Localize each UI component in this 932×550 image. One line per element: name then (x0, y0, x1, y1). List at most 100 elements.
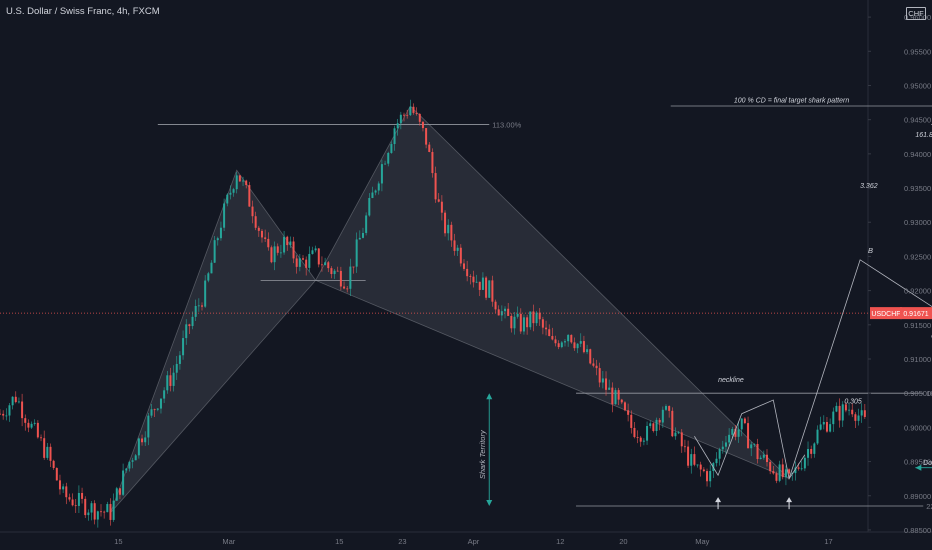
candle (538, 308, 541, 326)
candle (112, 493, 115, 522)
candle-body (201, 305, 204, 307)
candle-body (529, 311, 532, 328)
candle-body (399, 114, 402, 124)
candle (772, 466, 775, 475)
candle (118, 488, 121, 500)
candle (232, 187, 235, 197)
time-tick-label: Mar (222, 537, 235, 546)
candle (5, 408, 8, 421)
candle-body (320, 264, 323, 266)
candle (242, 176, 245, 186)
candle-body (788, 469, 791, 474)
candle-body (62, 486, 65, 490)
price-axis[interactable]: 0.88500 0.89000 0.89500 0.90000 0.90500 0.910… (868, 13, 931, 535)
candle (238, 175, 241, 182)
candle (560, 341, 563, 349)
candle-body (40, 437, 43, 439)
candle (361, 227, 364, 239)
candle-body (112, 500, 115, 520)
candle (671, 407, 674, 438)
candle-body (522, 317, 525, 332)
candle (702, 467, 705, 473)
candle (358, 230, 361, 240)
candle (415, 107, 418, 116)
candle-body (213, 240, 216, 263)
candle-body (368, 197, 371, 216)
candle (144, 431, 147, 446)
candle (440, 195, 443, 221)
candle-body (548, 329, 551, 337)
candle-body (418, 113, 421, 122)
candle (854, 412, 857, 428)
candle-body (276, 246, 279, 253)
currency-badge[interactable]: CHF (906, 7, 926, 20)
candle (747, 416, 750, 449)
candle-body (652, 423, 655, 431)
candle (601, 371, 604, 389)
time-tick-label: 15 (114, 537, 122, 546)
candle-body (358, 237, 361, 240)
symbol-title[interactable]: U.S. Dollar / Swiss Franc, 4h, FXCM (6, 6, 160, 17)
candle-body (456, 247, 459, 251)
candle-body (159, 398, 162, 409)
candle (800, 461, 803, 471)
candle-body (90, 503, 93, 513)
candle-body (210, 262, 213, 274)
candle (163, 387, 166, 404)
up-arrow-head-icon (786, 497, 793, 503)
candle-body (781, 464, 784, 478)
candle (399, 111, 402, 130)
candle-body (431, 151, 434, 174)
candle-body (453, 240, 456, 251)
candle-body (2, 413, 5, 416)
candle (554, 335, 557, 347)
candle (851, 403, 854, 418)
candle (380, 159, 383, 192)
candle (680, 429, 683, 453)
candle (860, 403, 863, 423)
candle (642, 438, 645, 446)
candle-body (403, 114, 406, 116)
candle (150, 404, 153, 418)
candle-body (800, 468, 803, 470)
candle (494, 299, 497, 314)
candle-body (264, 237, 267, 239)
candle (728, 428, 731, 446)
candle (620, 398, 623, 405)
candle-body (797, 467, 800, 469)
candle-body (96, 511, 99, 520)
candle-body (573, 342, 576, 349)
candle-body (440, 201, 443, 213)
candle-body (317, 248, 320, 265)
candle-body (421, 121, 424, 129)
candle (273, 241, 276, 271)
candle (740, 418, 743, 437)
candle-body (292, 241, 295, 259)
time-axis[interactable]: 15 Mar 15 23 Apr 12 20 May 17 (114, 537, 833, 546)
candle-body (784, 469, 787, 478)
candle-body (118, 488, 121, 495)
candle (762, 450, 765, 460)
candle (548, 324, 551, 337)
candle (131, 457, 134, 469)
candle-body (642, 440, 645, 442)
candle (579, 333, 582, 348)
candle (605, 371, 608, 396)
candlesticks (0, 99, 866, 528)
time-tick-label: 15 (335, 537, 343, 546)
candle (863, 403, 866, 419)
candle-body (46, 446, 49, 458)
candle-body (851, 409, 854, 415)
candle (731, 426, 734, 439)
candle (488, 280, 491, 298)
candle (737, 421, 740, 443)
candle (314, 245, 317, 253)
candle (661, 406, 664, 428)
candle (617, 387, 620, 406)
candle-body (229, 192, 232, 195)
candle (832, 407, 835, 432)
candle (715, 452, 718, 467)
candle-body (687, 446, 690, 466)
candle (156, 408, 159, 412)
